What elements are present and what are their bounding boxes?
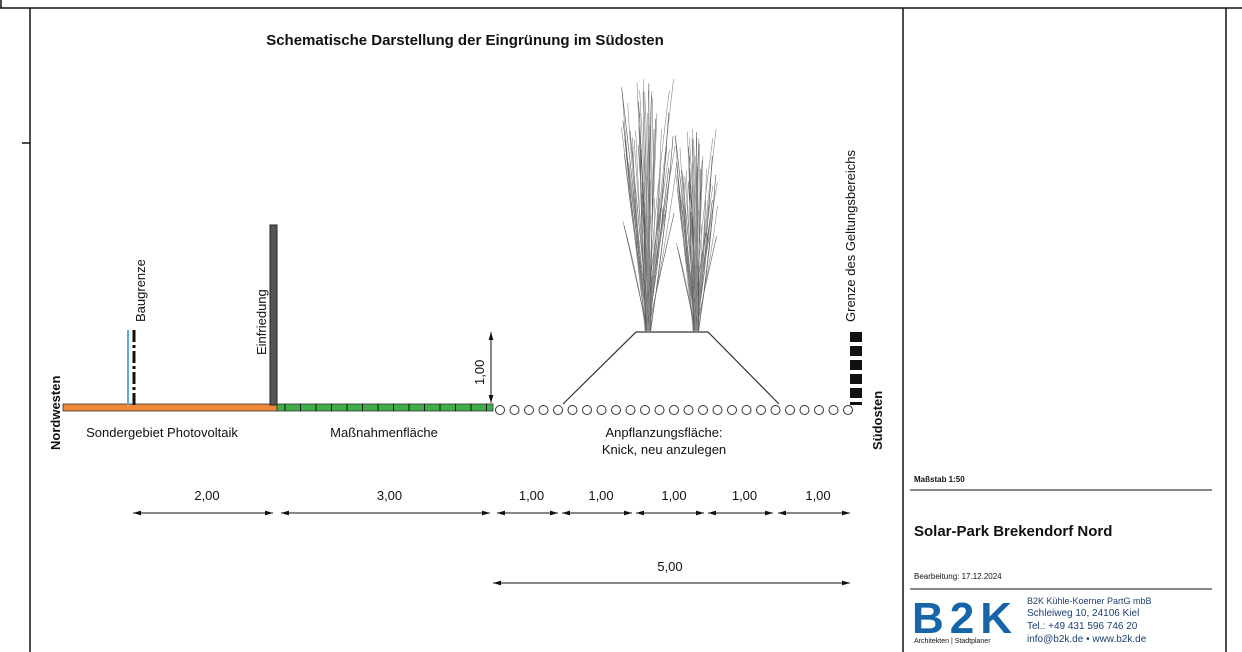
dimension-label: 1,00 bbox=[805, 488, 830, 503]
branch bbox=[681, 170, 699, 333]
branch bbox=[647, 174, 676, 333]
branch bbox=[691, 138, 699, 333]
branch bbox=[639, 126, 647, 333]
trees bbox=[621, 79, 718, 333]
right-side-label: Südosten bbox=[870, 391, 885, 450]
logo: B2K bbox=[912, 594, 1012, 643]
zone-label: Anpflanzungsfläche: bbox=[605, 425, 722, 440]
title: Schematische Darstellung der Eingrünung … bbox=[266, 32, 664, 49]
branch bbox=[689, 167, 695, 333]
branch bbox=[695, 156, 698, 333]
circle bbox=[683, 405, 694, 415]
circle bbox=[727, 405, 737, 415]
branch bbox=[645, 167, 661, 333]
branch bbox=[644, 91, 650, 333]
circle bbox=[799, 405, 810, 415]
pv-strip bbox=[62, 403, 278, 412]
branch bbox=[648, 83, 652, 333]
logo-subtitle: Architekten | Stadtplaner bbox=[914, 638, 991, 645]
branch bbox=[650, 128, 655, 333]
einfriedung-label: Einfriedung bbox=[254, 289, 269, 355]
company-line: Tel.: +49 431 596 746 20 bbox=[1027, 621, 1138, 632]
branch bbox=[698, 174, 717, 333]
circle bbox=[538, 405, 549, 415]
branch bbox=[685, 170, 697, 333]
branch bbox=[697, 138, 700, 333]
circle bbox=[669, 405, 679, 415]
dimension-label: 3,00 bbox=[377, 488, 402, 503]
circle bbox=[611, 405, 621, 415]
circle bbox=[640, 405, 650, 415]
company-line: info@b2k.de • www.b2k.de bbox=[1027, 634, 1147, 645]
circle bbox=[553, 405, 563, 415]
dimension-label: 1,00 bbox=[588, 488, 613, 503]
branch bbox=[693, 232, 707, 333]
dimension-label: 2,00 bbox=[194, 488, 219, 503]
circle bbox=[495, 405, 505, 415]
date: Bearbeitung: 17.12.2024 bbox=[914, 572, 1002, 581]
circle bbox=[814, 405, 824, 415]
planting-circles bbox=[495, 405, 853, 415]
circle bbox=[596, 405, 607, 415]
branch bbox=[635, 130, 649, 333]
zone-label: Sondergebiet Photovoltaik bbox=[86, 425, 238, 440]
dimension-label: 1,00 bbox=[732, 488, 757, 503]
embankment bbox=[562, 331, 780, 405]
green-ticks bbox=[284, 404, 487, 411]
circle bbox=[625, 405, 636, 415]
branch bbox=[632, 137, 648, 333]
circle bbox=[509, 405, 520, 415]
circle bbox=[828, 405, 839, 415]
circle bbox=[654, 405, 665, 415]
scale: Maßstab 1:50 bbox=[914, 475, 965, 484]
branch bbox=[694, 144, 701, 333]
grenze-label: Grenze des Geltungsbereichs bbox=[843, 150, 858, 322]
branch bbox=[642, 91, 651, 333]
total-dimension-label: 5,00 bbox=[657, 559, 682, 574]
branch bbox=[698, 224, 702, 333]
green-strip bbox=[276, 403, 494, 412]
circle bbox=[524, 405, 534, 415]
circle bbox=[741, 405, 752, 415]
dimension-label: 1,00 bbox=[661, 488, 686, 503]
fence-post bbox=[269, 224, 278, 406]
left-side-label: Nordwesten bbox=[48, 376, 63, 450]
circle bbox=[698, 405, 708, 415]
baugrenze-label: Baugrenze bbox=[133, 259, 148, 322]
zone-label: Knick, neu anzulegen bbox=[602, 442, 726, 457]
branch bbox=[649, 90, 653, 333]
circle bbox=[785, 405, 795, 415]
company-line: Schleiweg 10, 24106 Kiel bbox=[1027, 608, 1139, 619]
height-label: 1,00 bbox=[472, 360, 487, 385]
circle bbox=[712, 405, 723, 415]
circle bbox=[843, 405, 853, 415]
branch bbox=[693, 199, 707, 333]
circle bbox=[756, 405, 766, 415]
circle bbox=[582, 405, 592, 415]
zone-label: Maßnahmenfläche bbox=[330, 425, 438, 440]
dimension-label: 1,00 bbox=[519, 488, 544, 503]
project-title: Solar-Park Brekendorf Nord bbox=[914, 523, 1112, 540]
branch bbox=[650, 136, 674, 333]
branch bbox=[698, 168, 702, 333]
circle bbox=[770, 405, 781, 415]
circle bbox=[567, 405, 578, 415]
branch bbox=[646, 98, 654, 333]
dimensions: 2,00 3,00 1,00 1,00 1,00 1,00 1,00 bbox=[133, 488, 850, 516]
company-line: B2K Kühle-Koerner PartG mbB bbox=[1027, 596, 1152, 606]
branch bbox=[650, 198, 655, 333]
